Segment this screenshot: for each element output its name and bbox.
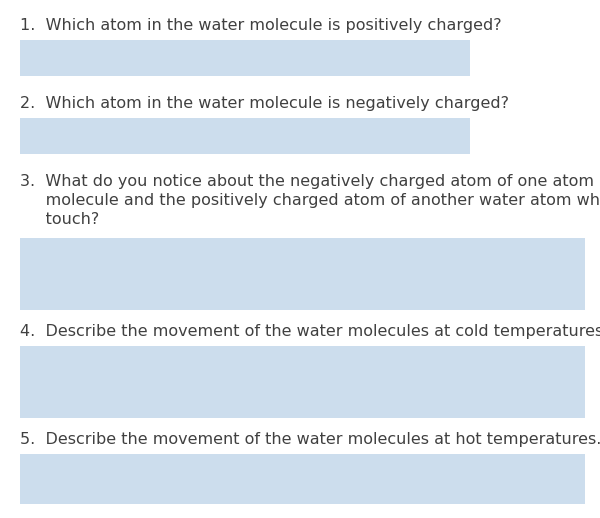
Text: 4.  Describe the movement of the water molecules at cold temperatures.: 4. Describe the movement of the water mo… <box>20 324 600 339</box>
Text: 1.  Which atom in the water molecule is positively charged?: 1. Which atom in the water molecule is p… <box>20 18 502 33</box>
Bar <box>20 238 585 310</box>
Bar <box>20 118 470 154</box>
Bar <box>20 454 585 504</box>
Text: 3.  What do you notice about the negatively charged atom of one atom in one: 3. What do you notice about the negative… <box>20 174 600 189</box>
Text: molecule and the positively charged atom of another water atom when they: molecule and the positively charged atom… <box>20 193 600 208</box>
Text: 5.  Describe the movement of the water molecules at hot temperatures.: 5. Describe the movement of the water mo… <box>20 432 600 447</box>
Bar <box>20 346 585 418</box>
Text: touch?: touch? <box>20 212 99 227</box>
Bar <box>20 40 470 76</box>
Text: 2.  Which atom in the water molecule is negatively charged?: 2. Which atom in the water molecule is n… <box>20 96 509 111</box>
